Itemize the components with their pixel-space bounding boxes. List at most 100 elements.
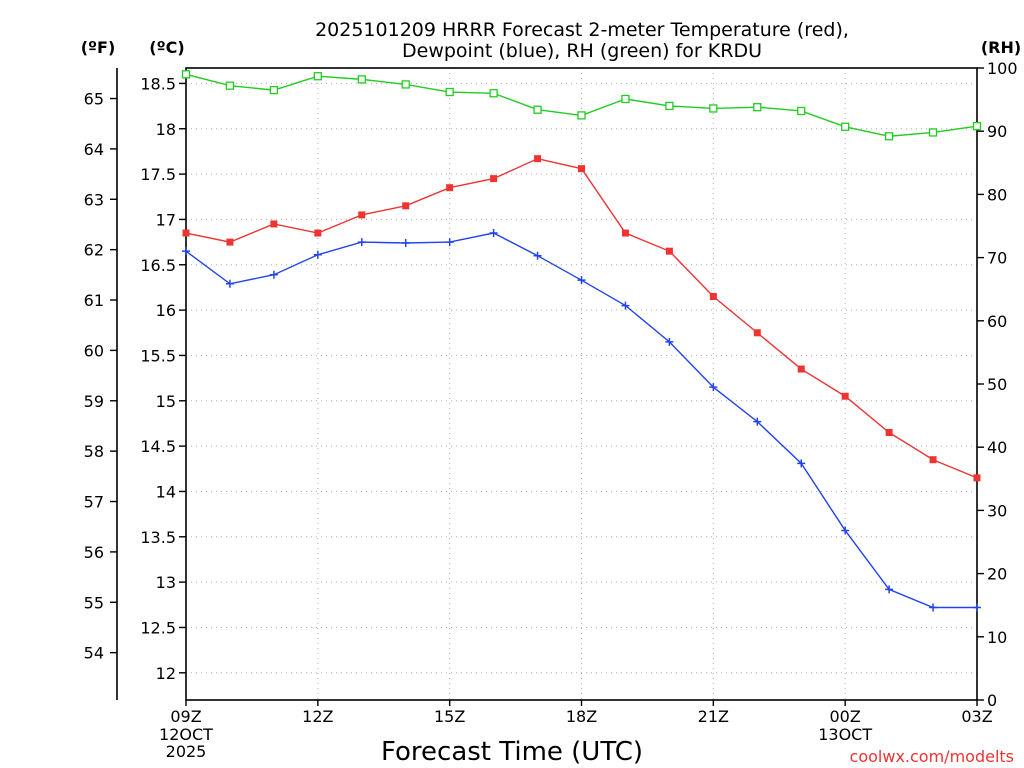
fahrenheit-tick-label: 54: [84, 644, 104, 663]
dewpoint-point: [709, 383, 718, 392]
celsius-tick-label: 16: [156, 301, 176, 320]
x-axis-label: Forecast Time (UTC): [381, 737, 643, 767]
temperature-point: [314, 229, 322, 237]
temperature-point: [402, 202, 410, 210]
temperature-point: [182, 229, 190, 237]
rh-point: [972, 121, 982, 131]
celsius-unit-label: (ºC): [149, 38, 184, 57]
rh-point: [753, 103, 762, 112]
dewpoint-point: [182, 247, 190, 256]
rh-point: [489, 89, 498, 98]
celsius-tick-label: 14.5: [140, 437, 176, 456]
dewpoint-point: [885, 585, 894, 594]
rh-tick-label: 10: [987, 628, 1007, 647]
temperature-point: [665, 247, 673, 255]
fahrenheit-unit-label: (ºF): [81, 38, 116, 57]
x-tick-label: 12Z: [302, 707, 333, 726]
rh-point: [225, 81, 235, 90]
fahrenheit-tick-label: 63: [84, 190, 104, 209]
dewpoint-point: [269, 270, 278, 279]
axis-labels: 12 12.5 13 13.5 14 14.5 15 15.5 16 16.5 17 17.5 18 18…: [84, 59, 1018, 761]
celsius-tick-label: 17: [156, 210, 176, 229]
temperature-point: [929, 456, 937, 464]
x-tick-date-label: 13OCT: [818, 725, 872, 744]
dewpoint-point: [973, 603, 981, 612]
rh-point: [401, 80, 410, 89]
fahrenheit-tick-label: 60: [84, 341, 104, 360]
dewpoint-point: [225, 279, 234, 288]
rh-tick-label: 30: [987, 501, 1007, 520]
temperature-point: [270, 220, 278, 228]
temperature-point: [621, 229, 629, 237]
dewpoint-point: [357, 238, 366, 247]
celsius-tick-label: 15.5: [140, 346, 176, 365]
rh-point: [928, 128, 938, 137]
chart-title-line-1: 2025101209 HRRR Forecast 2-meter Tempera…: [315, 19, 849, 41]
rh-point: [797, 106, 806, 116]
fahrenheit-tick-label: 59: [84, 392, 104, 411]
x-tick-label: 09Z: [170, 707, 201, 726]
x-tick-year-label: 2025: [166, 742, 207, 761]
rh-tick-label: 70: [987, 249, 1007, 268]
rh-tick-label: 20: [987, 565, 1007, 584]
celsius-tick-label: 16.5: [140, 256, 176, 275]
rh-point: [533, 105, 542, 114]
rh-point: [884, 132, 894, 141]
rh-tick-label: 100: [987, 59, 1018, 78]
x-tick-date-label: 12OCT: [159, 725, 213, 744]
dewpoint-point: [577, 276, 586, 285]
rh-point: [445, 87, 454, 97]
fahrenheit-tick-label: 56: [84, 543, 104, 562]
fahrenheit-tick-label: 62: [84, 241, 104, 260]
fahrenheit-tick-label: 61: [84, 291, 104, 310]
fahrenheit-tick-label: 64: [84, 140, 104, 159]
x-tick-label: 21Z: [698, 707, 729, 726]
dewpoint-point: [445, 238, 454, 247]
fahrenheit-tick-label: 57: [84, 493, 104, 512]
celsius-tick-label: 13.5: [140, 528, 176, 547]
temperature-point: [358, 211, 366, 219]
rh-unit-label: (RH): [981, 38, 1021, 57]
celsius-tick-label: 18: [156, 120, 176, 139]
data-series: [181, 70, 982, 612]
dewpoint-point: [489, 229, 498, 238]
celsius-tick-label: 18.5: [140, 74, 176, 93]
rh-tick-label: 50: [987, 375, 1007, 394]
celsius-tick-label: 12.5: [140, 618, 176, 637]
rh-point: [841, 122, 850, 131]
chart-title-line-2: Dewpoint (blue), RH (green) for KRDU: [402, 40, 762, 62]
dewpoint-point: [401, 239, 410, 248]
temperature-point: [226, 238, 234, 246]
rh-tick-label: 0: [987, 691, 997, 710]
temperature-point: [709, 292, 717, 300]
temperature-point: [753, 329, 761, 337]
temperature-point: [841, 392, 849, 400]
dewpoint-point: [533, 251, 542, 260]
rh-point: [357, 75, 366, 84]
celsius-tick-label: 15: [156, 392, 176, 411]
rh-point: [181, 70, 191, 79]
rh-tick-label: 40: [987, 438, 1007, 457]
celsius-tick-label: 12: [156, 664, 176, 683]
rh-tick-label: 60: [987, 312, 1007, 331]
temperature-point: [885, 429, 893, 437]
celsius-tick-label: 14: [156, 482, 176, 501]
temperature-point: [797, 365, 805, 373]
temperature-point: [578, 165, 585, 173]
fahrenheit-tick-label: 65: [84, 90, 104, 109]
rh-point: [577, 111, 586, 120]
axes: [110, 67, 984, 706]
rh-point: [269, 85, 279, 95]
credit-text: coolwx.com/modelts: [850, 747, 1014, 766]
temperature-point: [446, 184, 454, 192]
rh-tick-label: 90: [987, 122, 1007, 141]
rh-point: [709, 104, 718, 113]
dewpoint-point: [621, 301, 630, 310]
x-tick-label: 00Z: [830, 707, 861, 726]
dewpoint-point: [313, 250, 322, 259]
celsius-tick-label: 13: [156, 573, 176, 592]
fahrenheit-tick-label: 58: [84, 442, 104, 461]
temperature-point: [973, 474, 981, 482]
